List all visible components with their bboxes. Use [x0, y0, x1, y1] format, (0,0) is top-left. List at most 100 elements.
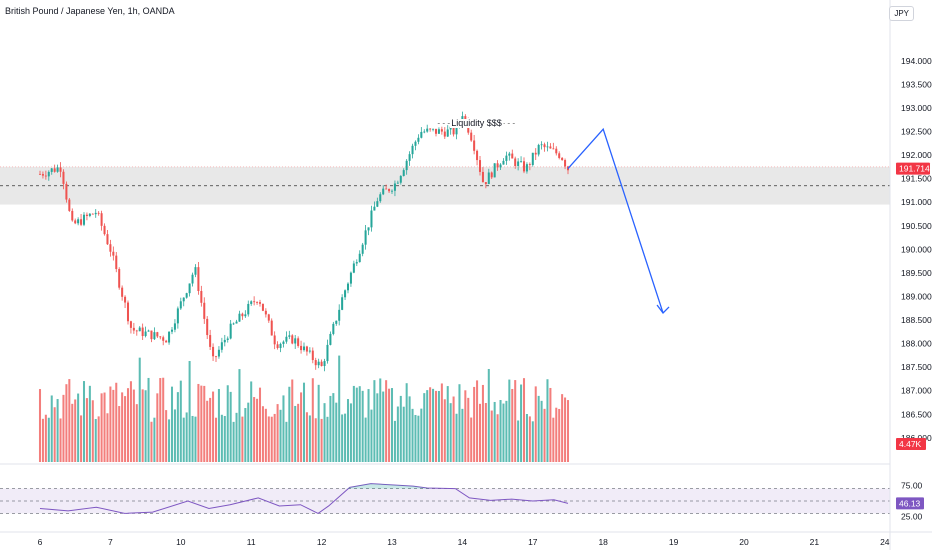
volume-bar: [124, 396, 127, 462]
candle-body: [426, 128, 429, 132]
volume-bar: [103, 392, 106, 462]
volume-bar: [355, 387, 358, 462]
candle-body: [423, 131, 426, 133]
candle-body: [355, 262, 358, 264]
volume-bar: [185, 412, 188, 462]
rsi-overbought-fill: [346, 483, 431, 489]
candle-body: [38, 173, 42, 175]
volume-bar: [182, 417, 185, 462]
candle-body: [270, 320, 273, 336]
volume-bar: [200, 385, 203, 462]
volume-bar: [47, 417, 50, 462]
price-tick: 192.000: [901, 150, 932, 160]
volume-bar: [100, 393, 103, 462]
arrow-head: [656, 304, 670, 314]
candle-body: [478, 160, 482, 172]
volume-bar: [522, 378, 526, 462]
candle-body: [370, 210, 373, 228]
candle-body: [170, 329, 174, 332]
candle-body: [417, 137, 420, 142]
time-tick: 24: [880, 537, 890, 547]
candle-body: [159, 336, 162, 338]
volume-bar: [153, 417, 156, 462]
volume-bar: [531, 421, 534, 462]
candle-body: [294, 338, 297, 344]
candle-body: [176, 308, 179, 324]
volume-bar: [159, 378, 162, 462]
candle-body: [147, 330, 150, 332]
volume-bar: [270, 416, 273, 462]
candle-body: [555, 148, 558, 154]
candle-body: [361, 244, 364, 254]
volume-bar: [423, 393, 426, 462]
volume-bar: [226, 385, 229, 462]
volume-bar: [82, 381, 86, 462]
candle-body: [473, 140, 476, 151]
time-tick: 10: [176, 537, 186, 547]
candle-body: [56, 167, 59, 172]
volume-bar: [311, 378, 314, 462]
volume-bar: [470, 417, 473, 462]
candle-body: [153, 332, 156, 340]
time-tick: 18: [598, 537, 608, 547]
candle-body: [408, 154, 411, 161]
candle-body: [232, 323, 235, 325]
price-tick: 189.000: [901, 291, 932, 301]
volume-bar: [417, 415, 420, 462]
volume-bar: [549, 387, 552, 462]
volume-bar: [429, 387, 432, 462]
volume-bar: [256, 398, 259, 462]
candle-body: [305, 346, 308, 352]
price-tick: 187.500: [901, 362, 932, 372]
volume-bar: [402, 406, 405, 462]
volume-bar: [537, 395, 540, 462]
volume-bar: [250, 381, 253, 462]
candle-body: [540, 144, 543, 146]
candle-body: [226, 338, 229, 340]
volume-bar: [44, 414, 47, 462]
volume-bar: [291, 379, 294, 462]
volume-bars: [38, 355, 570, 462]
volume-bar: [217, 389, 220, 462]
currency-button[interactable]: JPY: [889, 6, 914, 21]
volume-bar: [77, 393, 80, 462]
volume-bar: [238, 369, 241, 462]
volume-bar: [341, 414, 344, 462]
volume-bar: [320, 418, 323, 462]
candle-body: [493, 163, 496, 178]
candle-body: [71, 210, 74, 221]
candle-body: [534, 152, 537, 155]
volume-bar: [62, 394, 65, 462]
time-tick: 6: [38, 537, 43, 547]
volume-bar: [53, 407, 56, 462]
candle-body: [138, 327, 141, 332]
candle-body: [432, 128, 435, 130]
candle-body: [124, 296, 127, 303]
volume-bar: [258, 387, 262, 462]
candle-body: [214, 356, 218, 358]
volume-bar: [338, 355, 341, 462]
volume-bar: [443, 399, 446, 462]
volume-bar: [358, 386, 361, 462]
volume-bar: [282, 395, 285, 462]
candle-body: [446, 129, 449, 137]
projection-arrow: [567, 127, 664, 314]
volume-bar: [511, 388, 514, 462]
volume-bar: [564, 397, 567, 462]
candle-body: [288, 335, 291, 337]
candle-body: [50, 168, 53, 172]
volume-bar: [499, 400, 502, 462]
candle-body: [247, 303, 250, 315]
candle-body: [121, 287, 124, 297]
volume-bar: [229, 391, 232, 462]
time-tick: 21: [810, 537, 820, 547]
volume-bar: [80, 415, 83, 462]
candle-body: [80, 219, 83, 225]
price-tick: 191.000: [901, 197, 932, 207]
candle-body: [256, 302, 259, 303]
volume-bar: [106, 413, 109, 462]
volume-bar: [393, 420, 396, 462]
candle-body: [156, 332, 159, 337]
